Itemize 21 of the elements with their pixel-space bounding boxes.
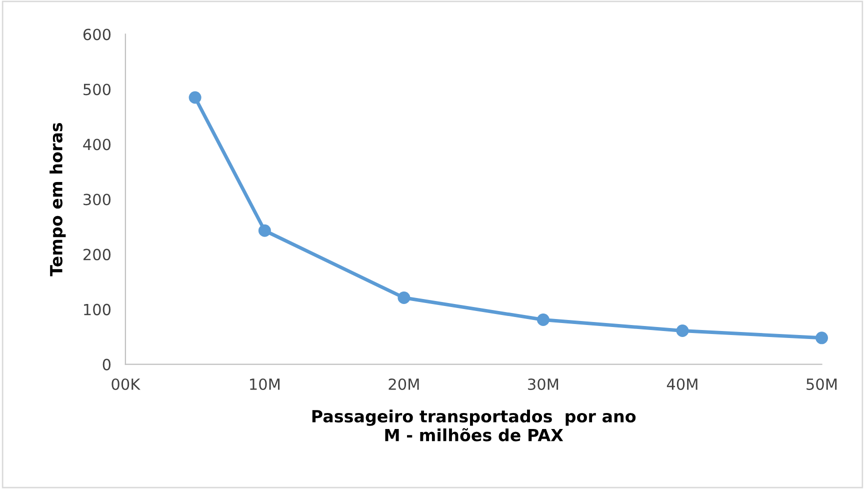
y-tick-label: 100 [84, 304, 111, 316]
x-tick-label: 30M [528, 378, 558, 390]
x-tick-label: 50M [806, 378, 837, 390]
point [258, 224, 271, 237]
point [188, 91, 202, 104]
point [398, 291, 410, 304]
y-tick-label: 200 [83, 248, 111, 260]
y-axis-title: Tempo em horas [50, 122, 66, 276]
y-tick-label: 400 [83, 138, 111, 150]
y-tick-label: 0 [102, 358, 111, 370]
x-tick-label: 00K [112, 378, 140, 390]
x-tick-label: 40M [666, 378, 698, 390]
point [676, 324, 689, 337]
y-tick-label: 300 [84, 194, 111, 206]
point [816, 332, 828, 344]
point [536, 313, 550, 326]
y-tick-label: 600 [83, 28, 111, 40]
x-tick-label: 10M [250, 378, 280, 390]
y-tick-label: 500 [84, 84, 111, 96]
x-tick-label: 20M [388, 378, 419, 390]
x-axis-title: Passageiro transportados por ano M - milhões de PAX [312, 410, 636, 442]
